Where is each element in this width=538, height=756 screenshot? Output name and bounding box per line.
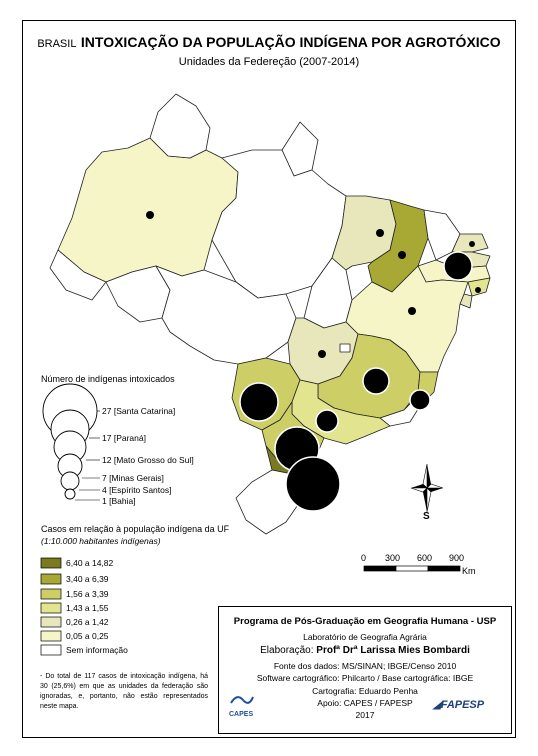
size-legend-state: [Minas Gerais] <box>109 473 164 483</box>
credits-cartography: Cartografia: Eduardo Penha <box>312 686 418 696</box>
dot-alagoas <box>475 287 481 293</box>
color-legend-subtitle: (1:10.000 habitantes indígenas) <box>41 536 161 546</box>
color-legend-title: Casos em relação à população indígena da… <box>41 524 230 534</box>
credits-support: Apoio: CAPES / FAPESP <box>317 698 413 708</box>
size-legend-state: [Paraná] <box>113 433 146 443</box>
size-legend-entry: 1 [Bahia] <box>102 496 136 506</box>
scale-tick-900: 900 <box>449 553 465 563</box>
swatch-1 <box>40 573 62 585</box>
credits-elaboration-name: Profª Drª Larissa Mies Bombardi <box>316 645 470 656</box>
size-legend-state: [Mato Grosso do Sul] <box>113 455 194 465</box>
credits-elaboration: Elaboração: Profª Drª Larissa Mies Bomba… <box>219 645 511 656</box>
size-legend-circle-1 <box>64 488 76 500</box>
dot-piaui <box>398 251 406 259</box>
scale-bar <box>363 565 461 572</box>
circle-sao-paulo-sc <box>315 409 339 433</box>
size-legend-value: 17 <box>102 433 112 443</box>
color-legend-label: 1,43 a 1,55 <box>66 603 109 613</box>
dot-amazonas <box>146 211 154 219</box>
size-legend-circle-4 <box>60 471 80 491</box>
state-roraima <box>149 93 211 159</box>
swatch-0 <box>40 557 62 569</box>
circle-pernambuco <box>443 251 473 281</box>
swatch-5 <box>40 630 62 642</box>
dot-bahia <box>408 307 416 315</box>
color-legend-label: 0,05 a 0,25 <box>66 631 109 641</box>
dot-rn <box>469 241 475 247</box>
size-legend-entry: 12 [Mato Grosso do Sul] <box>102 455 194 465</box>
size-legend-entry: 7 [Minas Gerais] <box>102 473 164 483</box>
scale-tick-600: 600 <box>417 553 433 563</box>
size-legend-value: 12 <box>102 455 112 465</box>
credits-program: Programa de Pós-Graduação em Geografia H… <box>233 616 497 627</box>
scale-unit: Km <box>462 566 476 576</box>
state-acre <box>49 249 107 301</box>
size-legend-entry: 17 [Paraná] <box>102 433 146 443</box>
map-title: BRASIL INTOXICAÇÃO DA POPULAÇÃO INDÍGENA… <box>0 34 538 52</box>
size-legend-entry: 27 [Santa Catarina] <box>102 406 175 416</box>
size-legend-title: Número de indígenas intoxicados <box>41 374 175 384</box>
map-subtitle: Unidades da Federeção (2007-2014) <box>178 56 360 68</box>
dot-maranhao <box>376 229 384 237</box>
credits-sources: Fonte dos dados: MS/SINAN; IBGE/Censo 20… <box>273 661 457 671</box>
footnote: - Do total de 117 casos de intoxicação i… <box>40 673 208 710</box>
circle-minas-gerais <box>362 367 390 395</box>
size-legend-value: 4 <box>102 485 107 495</box>
swatch-6 <box>40 644 62 656</box>
state-mato-grosso <box>155 265 297 365</box>
title-prefix: BRASIL <box>37 38 77 50</box>
capes-logo: CAPES <box>229 693 255 718</box>
color-legend-label: 3,40 a 6,39 <box>66 574 109 584</box>
state-amazonas <box>57 137 239 283</box>
size-legend-value: 27 <box>102 406 112 416</box>
state-df <box>339 343 351 353</box>
capes-logo-text: CAPES <box>229 711 254 718</box>
size-legend-state: [Santa Catarina] <box>113 406 176 416</box>
scale-tick-0: 0 <box>361 553 367 563</box>
swatch-4 <box>40 616 62 628</box>
credits-lab: Laboratório de Geografia Agrária <box>303 632 427 642</box>
fapesp-logo-text: FAPESP <box>440 699 485 711</box>
title-main: INTOXICAÇÃO DA POPULAÇÃO INDÍGENA POR AG… <box>80 34 501 50</box>
page-frame <box>22 20 516 738</box>
size-legend-entry: 4 [Espírito Santos] <box>102 485 171 495</box>
circle-espirito-santo <box>409 389 431 411</box>
fapesp-mark-icon: ◢ <box>433 700 441 711</box>
credits-box: Programa de Pós-Graduação em Geografia H… <box>218 606 512 734</box>
state-alagoas <box>467 277 491 297</box>
swatch-2 <box>40 588 62 600</box>
size-legend-value: 7 <box>102 473 107 483</box>
color-legend-label: Sem informação <box>66 645 128 655</box>
fapesp-logo: ◢FAPESP <box>433 699 484 711</box>
north-arrow <box>410 463 444 513</box>
swatch-3 <box>40 602 62 614</box>
credits-elaboration-label: Elaboração: <box>260 645 314 656</box>
scale-tick-300: 300 <box>385 553 401 563</box>
size-legend-state: [Bahia] <box>109 496 136 506</box>
credits-software: Software cartográfico: Philcarto / Base … <box>256 673 474 683</box>
circle-santa-catarina <box>285 456 341 512</box>
color-legend-label: 0,26 a 1,42 <box>66 617 109 627</box>
dot-goias <box>318 350 326 358</box>
size-legend-state: [Espírito Santos] <box>109 485 172 495</box>
credits-year: 2017 <box>355 710 375 720</box>
size-legend-value: 1 <box>102 496 107 506</box>
color-legend-label: 1,56 a 3,39 <box>66 589 109 599</box>
capes-swirl-icon <box>230 696 254 704</box>
circle-mato-grosso-sul <box>239 382 279 422</box>
color-legend-label: 6,40 a 14,82 <box>66 558 114 568</box>
north-arrow-label: S <box>423 511 430 522</box>
